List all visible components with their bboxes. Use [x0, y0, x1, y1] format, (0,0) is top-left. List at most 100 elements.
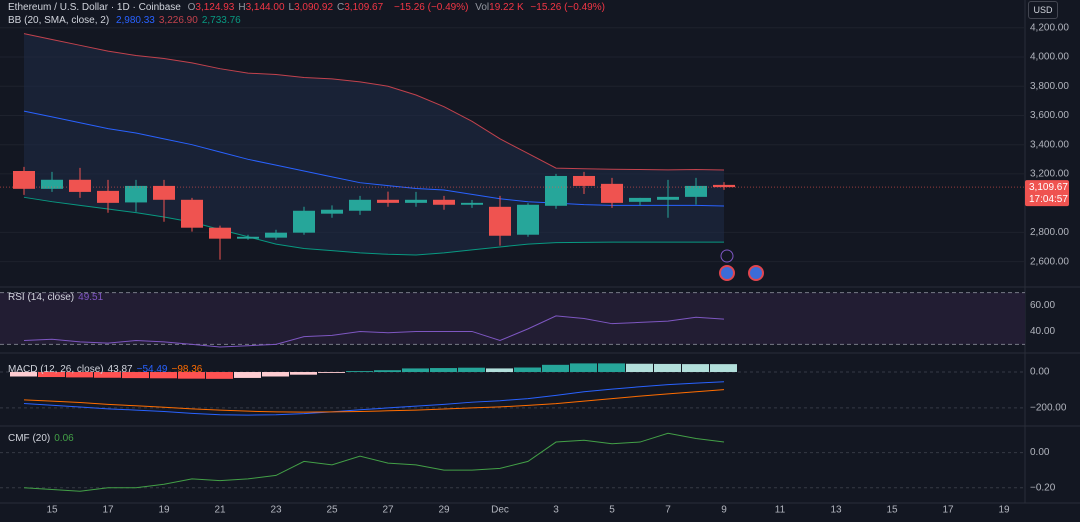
candle-body [517, 204, 539, 235]
candle-body [489, 206, 511, 236]
histogram-bar [458, 367, 485, 373]
y-tick-label: 4,200.00 [1030, 22, 1069, 33]
candle-body [237, 236, 259, 239]
indicator-line [23, 315, 725, 348]
bb-header: BB (20, SMA, close, 2) 2,980.33 3,226.90 2… [8, 15, 245, 26]
candle-body [601, 183, 623, 203]
change: −15.26 (−0.49%) [393, 2, 469, 13]
indicator-line [23, 389, 725, 413]
candle-body [433, 199, 455, 205]
ohlc-label: L [288, 2, 295, 13]
candle-body [629, 197, 651, 202]
histogram-bar [626, 363, 653, 373]
bb-line [23, 110, 725, 207]
ohlc-label: O [187, 2, 196, 13]
candle-body [125, 185, 147, 203]
indicator-value: 2,733.76 [201, 15, 241, 26]
main-header: Ethereum / U.S. Dollar · 1D · Coinbase O… [8, 2, 609, 13]
y-tick-label: 3,800.00 [1030, 81, 1069, 92]
y-tick-label: −200.00 [1030, 403, 1067, 414]
candle-body [573, 175, 595, 186]
currency-button[interactable]: USD [1028, 1, 1058, 19]
candle-body [657, 196, 679, 200]
volume-change: −15.26 (−0.49%) [530, 2, 605, 13]
indicator-line [23, 432, 725, 492]
y-tick-label: 0.00 [1030, 367, 1050, 378]
candle-body [685, 185, 707, 197]
histogram-bar [598, 363, 625, 373]
candle-body [377, 199, 399, 203]
last-price: 3,109.67 [1029, 182, 1068, 193]
histogram-bar [38, 372, 65, 378]
ohlc-label: H [238, 2, 246, 13]
candle-body [713, 184, 735, 188]
x-tick-label: 3 [553, 505, 559, 516]
x-tick-label: 5 [609, 505, 615, 516]
histogram-bar [514, 367, 541, 373]
indicator-title[interactable]: BB (20, SMA, close, 2) [8, 15, 110, 26]
x-tick-label: 27 [382, 505, 394, 516]
histogram-bar [318, 372, 345, 373]
histogram-bar [10, 372, 37, 377]
histogram-bar [570, 363, 597, 373]
candle-body [69, 179, 91, 192]
x-tick-label: 15 [886, 505, 898, 516]
indicator-title[interactable]: CMF (20) [8, 433, 51, 444]
indicator-value: 43.87 [107, 364, 133, 375]
ohlc-value: 3,090.92 [294, 2, 334, 13]
x-tick-label: 11 [775, 505, 786, 516]
x-tick-label: 21 [214, 505, 226, 516]
ohlc: O3,124.93 H3,144.00 L3,090.92 C3,109.67 [188, 2, 388, 13]
ohlc-label: C [337, 2, 345, 13]
y-tick-label: 4,000.00 [1030, 52, 1069, 63]
y-tick-label: 60.00 [1030, 300, 1055, 311]
candle-body [545, 175, 567, 206]
histogram-bar [542, 364, 569, 373]
volume: 19.22 K [489, 2, 524, 13]
y-tick-label: 2,600.00 [1030, 256, 1069, 267]
histogram-bar [206, 372, 233, 379]
candle-body [41, 179, 63, 189]
y-tick-label: 2,800.00 [1030, 227, 1069, 238]
candle-body [293, 210, 315, 233]
symbol-title[interactable]: Ethereum / U.S. Dollar · 1D · Coinbase [8, 2, 181, 13]
indicator-value: −54.49 [136, 364, 168, 375]
histogram-bar [122, 372, 149, 379]
event-icon [720, 249, 734, 263]
indicator-title[interactable]: MACD (12, 26, close) [8, 364, 104, 375]
histogram-bar [94, 372, 121, 378]
indicator-title[interactable]: RSI (14, close) [8, 292, 75, 303]
candle-body [209, 227, 231, 239]
rsi-header: RSI (14, close) 49.51 [8, 292, 107, 303]
bb-line [23, 196, 725, 256]
histogram-bar [346, 371, 373, 373]
candle-body [181, 199, 203, 228]
x-tick-label: 9 [721, 505, 727, 516]
histogram-bar [486, 368, 513, 373]
x-tick-label: 23 [270, 505, 282, 516]
countdown: 17:04:57 [1029, 194, 1068, 205]
indicator-line [23, 381, 725, 416]
ohlc-value: 3,109.67 [344, 2, 384, 13]
band-fill [0, 292, 1025, 345]
y-tick-label: 3,200.00 [1030, 169, 1069, 180]
candle-body [321, 209, 343, 214]
x-tick-label: 17 [942, 505, 954, 516]
histogram-bar [374, 370, 401, 373]
candle-body [461, 202, 483, 205]
x-tick-label: Dec [491, 505, 509, 516]
y-tick-label: 3,600.00 [1030, 110, 1069, 121]
price-tag [1025, 180, 1069, 207]
x-tick-label: 19 [998, 505, 1010, 516]
histogram-bar [66, 372, 93, 378]
x-tick-label: 25 [326, 505, 338, 516]
histogram-bar [710, 364, 737, 373]
flag-icon [719, 265, 735, 281]
histogram-bar [150, 372, 177, 379]
histogram-bar [654, 363, 681, 373]
y-tick-label: 0.00 [1030, 447, 1050, 458]
histogram-bar [178, 372, 205, 379]
y-tick-label: −0.20 [1030, 482, 1056, 493]
